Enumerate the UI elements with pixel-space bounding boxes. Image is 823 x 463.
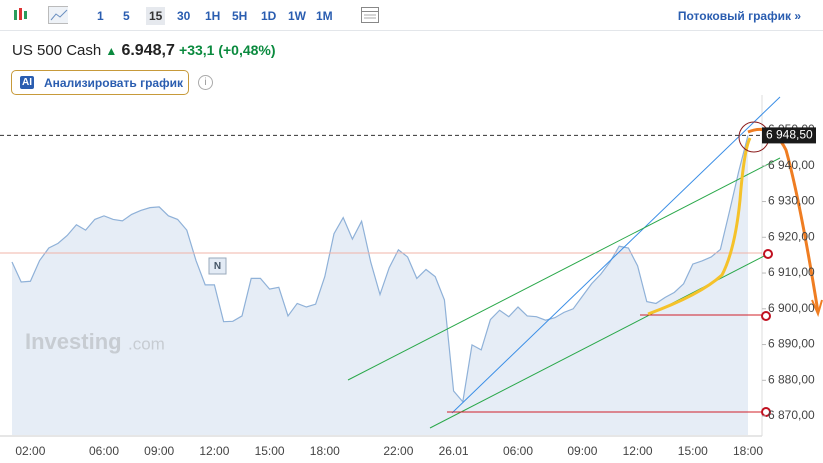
y-tick-label: 6 920,00 bbox=[768, 229, 815, 243]
instrument-name: US 500 Cash bbox=[12, 42, 102, 59]
candles-icon[interactable] bbox=[10, 6, 30, 24]
handle bbox=[763, 249, 773, 259]
watermark-suffix: .com bbox=[128, 334, 165, 353]
interval-button[interactable]: 1 bbox=[97, 9, 104, 23]
x-tick-label: 06:00 bbox=[503, 444, 533, 458]
x-tick-label: 12:00 bbox=[199, 444, 229, 458]
x-tick-label: 22:00 bbox=[383, 444, 413, 458]
channel-upper bbox=[347, 157, 781, 381]
yellow-curve bbox=[647, 137, 752, 316]
change: +33,1 (+0,48%) bbox=[179, 42, 276, 58]
up-arrow: ▲ bbox=[105, 44, 118, 58]
x-tick-label: 12:00 bbox=[623, 444, 653, 458]
interval-button[interactable]: 15 bbox=[146, 7, 166, 25]
toolbar: 1 5 15 30 1H 5H 1D 1W 1M Потоковый график » bbox=[0, 0, 823, 31]
x-tick-label: 15:00 bbox=[678, 444, 708, 458]
handle bbox=[761, 311, 771, 321]
area-fill bbox=[12, 135, 748, 435]
plot bbox=[0, 135, 762, 435]
y-tick-label: 6 910,00 bbox=[768, 265, 815, 279]
y-tick-label: 6 870,00 bbox=[768, 408, 815, 422]
news-marker: N bbox=[214, 261, 221, 272]
info-icon[interactable]: i bbox=[198, 75, 213, 90]
watermark-brand: Investing bbox=[25, 329, 122, 354]
table-icon[interactable] bbox=[360, 6, 380, 24]
interval-button[interactable]: 5 bbox=[123, 9, 130, 23]
current-price-box bbox=[762, 127, 816, 144]
interval-button[interactable]: 1H bbox=[205, 9, 221, 23]
interval-button[interactable]: 1W bbox=[288, 9, 306, 23]
y-tick-label: 6 890,00 bbox=[768, 337, 815, 351]
y-tick-label: 6 940,00 bbox=[768, 158, 815, 172]
orange-curve bbox=[747, 127, 820, 313]
price-line bbox=[11, 135, 749, 404]
interval-button[interactable]: 5H bbox=[232, 9, 248, 23]
price: 6.948,7 bbox=[121, 42, 175, 59]
x-tick-label: 06:00 bbox=[89, 444, 119, 458]
ai-badge: AI bbox=[20, 76, 34, 89]
area-icon[interactable] bbox=[48, 6, 68, 24]
x-tick-label: 02:00 bbox=[15, 444, 45, 458]
analyze-button[interactable]: AI Анализировать график bbox=[11, 70, 189, 95]
interval-button[interactable]: 30 bbox=[177, 9, 191, 23]
x-tick-label: 18:00 bbox=[310, 444, 340, 458]
y-tick-label: 6 880,00 bbox=[768, 372, 815, 386]
trend-line bbox=[451, 96, 781, 414]
streaming-link[interactable]: Потоковый график » bbox=[677, 9, 801, 23]
y-tick-label: 6 900,00 bbox=[768, 301, 815, 315]
quote: US 500 Cash ▲ 6.948,7 +33,1 (+0,48%) bbox=[12, 42, 276, 60]
x-tick-label: 18:00 bbox=[733, 444, 763, 458]
y-tick-label: 6 930,00 bbox=[768, 194, 815, 208]
analyze-label: Анализировать график bbox=[44, 76, 183, 90]
x-tick-label: 15:00 bbox=[255, 444, 285, 458]
arrow-head bbox=[811, 299, 823, 317]
current-price-label: 6 948,50 bbox=[766, 128, 813, 142]
x-tick-label: 09:00 bbox=[567, 444, 597, 458]
interval-button[interactable]: 1M bbox=[316, 9, 333, 23]
x-tick-label: 09:00 bbox=[144, 444, 174, 458]
news-marker-box bbox=[208, 257, 227, 275]
x-tick-label: 26.01 bbox=[439, 444, 469, 458]
interval-button[interactable]: 1D bbox=[261, 9, 277, 23]
